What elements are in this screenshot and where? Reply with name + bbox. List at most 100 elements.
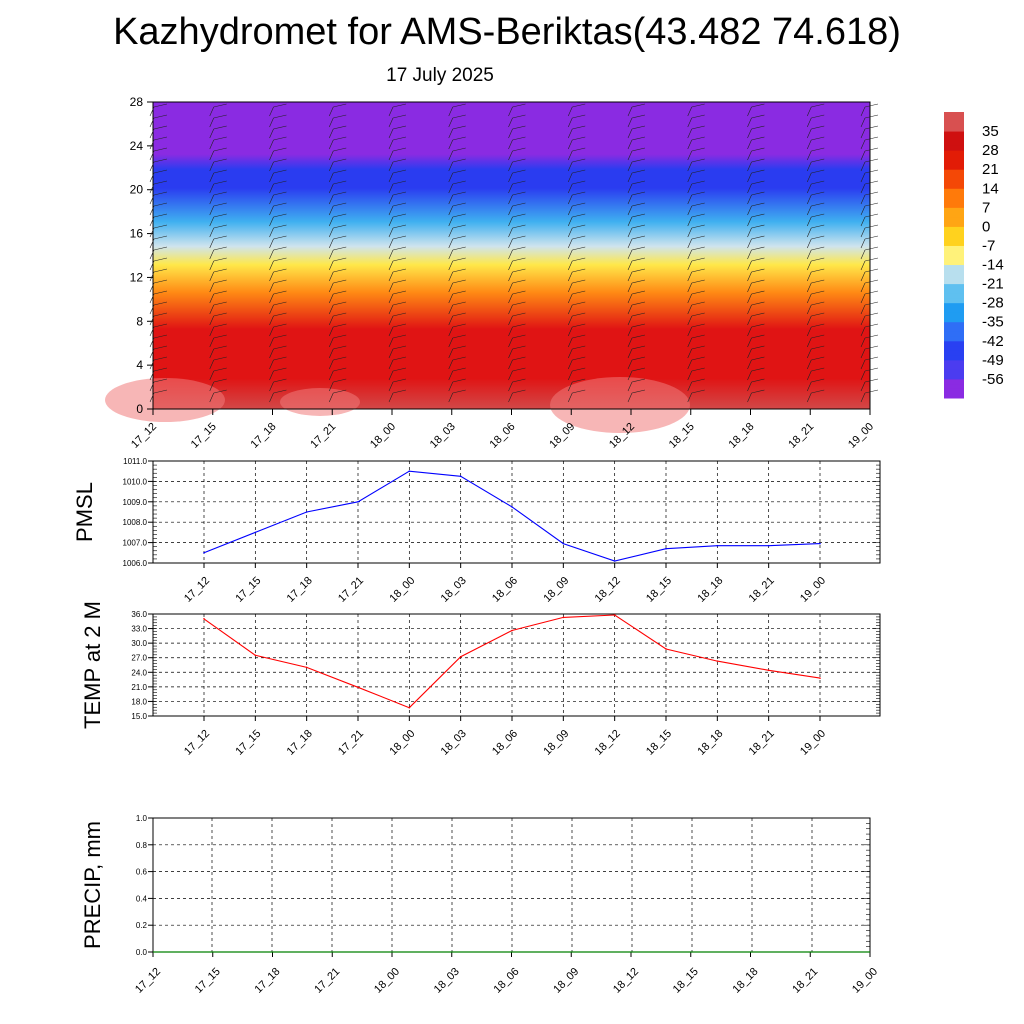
wind-barb bbox=[149, 367, 168, 381]
wind-barb bbox=[388, 213, 407, 227]
colorbar-segment bbox=[944, 355, 964, 361]
wind-barb bbox=[687, 279, 705, 293]
colorbar-label: 21 bbox=[982, 161, 999, 178]
wind-barb bbox=[269, 334, 287, 348]
wind-barb bbox=[687, 213, 705, 227]
wind-barb bbox=[687, 202, 705, 216]
x-tick-label: 18_12 bbox=[593, 728, 623, 758]
wind-barb bbox=[209, 301, 227, 315]
wind-barb bbox=[860, 191, 879, 205]
wind-barb bbox=[508, 191, 526, 205]
wind-barb bbox=[806, 246, 825, 260]
heatmap-x-tick-label: 17_18 bbox=[249, 421, 279, 451]
wind-barb bbox=[269, 323, 287, 337]
data-point bbox=[203, 618, 205, 620]
wind-barb bbox=[567, 114, 586, 128]
wind-barb bbox=[627, 345, 646, 359]
colorbar-label: -21 bbox=[982, 276, 1004, 293]
heatmap-x-tick-label: 18_03 bbox=[428, 421, 458, 451]
wind-barb bbox=[508, 136, 526, 150]
y-tick-label: 21.0 bbox=[131, 683, 147, 692]
data-point bbox=[408, 470, 411, 473]
x-tick-label: 18_12 bbox=[611, 966, 641, 996]
wind-barb bbox=[328, 323, 347, 337]
wind-barb bbox=[388, 378, 407, 392]
wind-barb bbox=[508, 356, 526, 370]
wind-barb bbox=[209, 389, 227, 403]
wind-barb bbox=[508, 202, 526, 216]
wind-barb bbox=[508, 125, 526, 139]
wind-barb bbox=[567, 136, 586, 150]
x-tick-label: 17_12 bbox=[133, 966, 163, 996]
wind-barb bbox=[508, 257, 526, 271]
chart-title: Kazhydromet for AMS-Beriktas(43.482 74.6… bbox=[113, 11, 901, 53]
wind-barb bbox=[747, 345, 765, 359]
wind-barb bbox=[448, 136, 466, 150]
y-tick-label: 27.0 bbox=[131, 654, 147, 663]
y-tick-label: 1010.0 bbox=[123, 477, 148, 486]
wind-barb bbox=[627, 180, 646, 194]
colorbar-segment bbox=[944, 212, 964, 218]
y-tick-label: 1009.0 bbox=[123, 498, 148, 507]
wind-barb bbox=[747, 191, 765, 205]
wind-barb bbox=[269, 312, 287, 326]
x-tick-label: 18_00 bbox=[387, 728, 417, 758]
wind-barb bbox=[687, 169, 705, 183]
wind-barb bbox=[209, 224, 227, 238]
colorbar-segment bbox=[944, 374, 964, 380]
wind-barb bbox=[627, 323, 646, 337]
wind-barb bbox=[388, 136, 407, 150]
wind-barb bbox=[328, 191, 347, 205]
wind-barb bbox=[806, 389, 825, 403]
wind-barb bbox=[328, 378, 347, 392]
heatmap-x-tick-label: 19_00 bbox=[846, 421, 876, 451]
data-point bbox=[819, 677, 821, 679]
wind-barb bbox=[567, 246, 586, 260]
wind-barb bbox=[448, 356, 466, 370]
wind-barb bbox=[687, 334, 705, 348]
wind-barb bbox=[209, 114, 227, 128]
colorbar-segment bbox=[944, 240, 964, 246]
colorbar-label: -14 bbox=[982, 257, 1004, 274]
wind-barb bbox=[627, 158, 646, 172]
wind-barb bbox=[269, 136, 287, 150]
data-point bbox=[767, 669, 770, 672]
wind-barb bbox=[269, 246, 287, 260]
y-tick-label: 0.6 bbox=[136, 868, 148, 877]
wind-barb bbox=[269, 290, 287, 304]
colorbar-segment bbox=[944, 140, 964, 146]
colorbar-segment bbox=[944, 326, 964, 332]
colorbar-segment bbox=[944, 112, 964, 118]
wind-barb bbox=[448, 312, 466, 326]
wind-barb bbox=[806, 279, 825, 293]
wind-barb bbox=[149, 279, 168, 293]
wind-barb bbox=[269, 268, 287, 282]
data-point bbox=[357, 686, 359, 689]
wind-barb bbox=[687, 125, 705, 139]
colorbar-segment bbox=[944, 302, 964, 308]
wind-barb bbox=[567, 323, 586, 337]
wind-barb bbox=[627, 301, 646, 315]
wind-barb bbox=[567, 334, 586, 348]
wind-barb bbox=[806, 378, 825, 392]
x-tick-label: 18_21 bbox=[747, 575, 777, 605]
wind-barb bbox=[687, 268, 705, 282]
colorbar-label: 7 bbox=[982, 199, 990, 216]
wind-barb bbox=[508, 235, 526, 249]
wind-barb bbox=[149, 136, 168, 150]
wind-barb bbox=[860, 334, 879, 348]
wind-barb bbox=[860, 125, 879, 139]
wind-barb bbox=[567, 356, 586, 370]
colorbar-segment bbox=[944, 126, 964, 132]
wind-barb bbox=[860, 213, 879, 227]
wind-barb bbox=[860, 169, 879, 183]
wind-barb bbox=[687, 356, 705, 370]
wind-barb bbox=[860, 147, 879, 161]
wind-barb bbox=[149, 389, 168, 403]
colorbar-label: -28 bbox=[982, 295, 1004, 312]
colorbar-segment bbox=[944, 202, 964, 208]
wind-barb bbox=[627, 213, 646, 227]
wind-barb bbox=[209, 147, 227, 161]
colorbar-segment bbox=[944, 336, 964, 342]
x-tick-label: 18_15 bbox=[671, 966, 701, 996]
